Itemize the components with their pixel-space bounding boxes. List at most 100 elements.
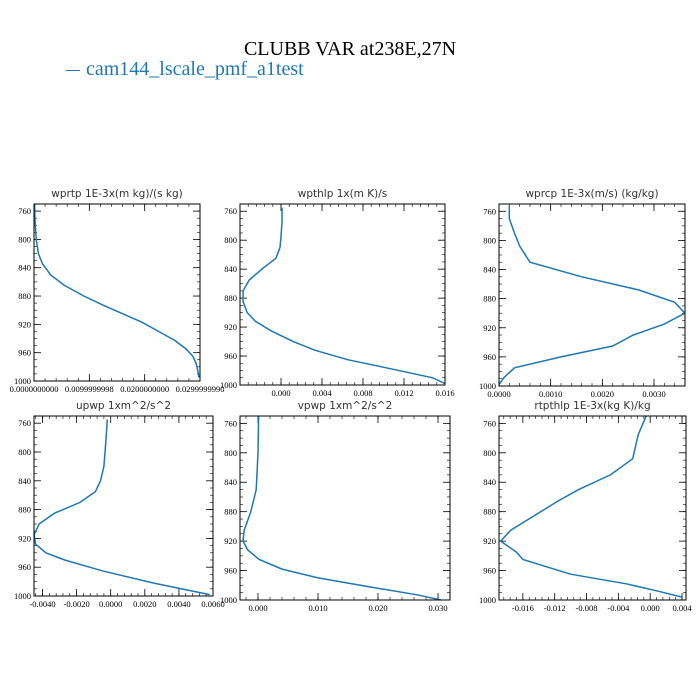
- x-tick-label: 0.0020: [133, 599, 156, 609]
- y-tick-label: 920: [18, 319, 31, 329]
- x-tick-label: 0.0200000000: [120, 384, 169, 394]
- plot-frame: [239, 203, 446, 386]
- y-tick-label: 960: [18, 348, 31, 358]
- y-tick-label: 1000: [220, 595, 237, 605]
- y-tick-label: 840: [483, 265, 496, 275]
- x-tick-label: 0.0000: [487, 389, 510, 399]
- plot-frame: [239, 415, 451, 601]
- y-tick-label: 760: [483, 206, 496, 216]
- y-tick-label: 880: [18, 505, 31, 515]
- y-tick-label: 1000: [14, 591, 31, 601]
- x-tick-label: 0.0099999998: [65, 384, 114, 394]
- x-tick-label: 0.010: [308, 603, 327, 613]
- y-tick-label: 960: [224, 351, 237, 361]
- y-tick-label: 920: [224, 536, 237, 546]
- series-line: [34, 204, 200, 378]
- x-tick-label: 0.0000000000: [10, 384, 59, 394]
- subplot-title: vpwp 1xm^2/s^2: [298, 400, 393, 412]
- y-tick-label: 840: [224, 477, 237, 487]
- plot-frame: [498, 415, 687, 601]
- x-tick-label: 0.0030: [642, 389, 665, 399]
- y-tick-label: 920: [483, 323, 496, 333]
- subplot-title: wprcp 1E-3x(m/s) (kg/kg): [525, 188, 658, 200]
- y-tick-label: 800: [483, 448, 496, 458]
- y-tick-label: 920: [483, 536, 496, 546]
- subplot-5: vpwp 1xm^2/s^2 760 800 840 880 920 960 1000 0.00…: [220, 400, 451, 613]
- series-line: [499, 416, 683, 598]
- x-tick-label: 0.0299999990: [176, 384, 225, 394]
- subplot-title: wprtp 1E-3x(m kg)/(s kg): [51, 188, 182, 200]
- y-tick-label: 960: [18, 562, 31, 572]
- figure-title: CLUBB VAR at238E,27N: [243, 38, 457, 60]
- y-tick-label: 880: [483, 507, 496, 517]
- x-tick-label: 0.0010: [539, 389, 562, 399]
- series-line: [242, 416, 442, 600]
- y-tick-label: 880: [18, 291, 31, 301]
- y-tick-label: 920: [18, 533, 31, 543]
- plot-frame: [498, 203, 686, 387]
- x-tick-label: 0.0020: [591, 389, 614, 399]
- x-tick-label: 0.004: [312, 388, 332, 398]
- y-tick-label: 760: [483, 418, 496, 428]
- y-tick-label: 760: [224, 418, 237, 428]
- y-tick-label: 800: [18, 447, 31, 457]
- y-tick-label: 800: [224, 448, 237, 458]
- y-tick-label: 880: [483, 294, 496, 304]
- x-tick-label: 0.020: [368, 603, 387, 613]
- x-tick-label: 0.004: [672, 603, 692, 613]
- x-tick-label: -0.016: [512, 603, 534, 613]
- x-tick-label: 0.012: [394, 388, 413, 398]
- x-tick-label: 0.016: [435, 388, 454, 398]
- y-tick-label: 1000: [14, 376, 31, 386]
- y-tick-label: 840: [483, 477, 496, 487]
- x-tick-label: 0.0060: [201, 599, 224, 609]
- legend-label: cam144_lscale_pmf_a1test: [86, 58, 304, 80]
- x-tick-label: 0.000: [248, 603, 267, 613]
- plot-frame: [33, 203, 201, 382]
- plot-frame: [33, 415, 214, 597]
- x-tick-label: -0.004: [607, 603, 630, 613]
- y-tick-label: 960: [483, 352, 496, 362]
- y-tick-label: 880: [224, 293, 237, 303]
- series-line: [242, 207, 445, 385]
- subplot-3: wprcp 1E-3x(m/s) (kg/kg) 760 800 840 880 920 9…: [479, 188, 686, 399]
- legend-line-icon: [66, 69, 80, 71]
- subplot-2: wpthlp 1x(m K)/s 760 800 840 880 920 960 1000 0.…: [220, 188, 455, 398]
- subplot-4: upwp 1xm^2/s^27608008408809209601000-0.0…: [14, 400, 225, 609]
- x-tick-label: 0.000: [641, 603, 660, 613]
- x-tick-label: 0.0040: [167, 599, 190, 609]
- x-tick-label: 0.008: [353, 388, 372, 398]
- subplot-6: rtpthlp 1E-3x(kg K)/kg 760 800 840 880 920 960…: [479, 400, 692, 613]
- y-tick-label: 760: [18, 206, 31, 216]
- series-line: [499, 205, 685, 385]
- subplot-title: rtpthlp 1E-3x(kg K)/kg: [534, 400, 650, 412]
- x-tick-label: -0.012: [544, 603, 566, 613]
- x-tick-label: 0.030: [428, 603, 447, 613]
- legend: cam144_lscale_pmf_a1test: [66, 58, 304, 81]
- y-tick-label: 960: [483, 566, 496, 576]
- y-tick-label: 920: [224, 322, 237, 332]
- y-tick-label: 800: [18, 234, 31, 244]
- y-tick-label: 800: [483, 235, 496, 245]
- subplot-title: upwp 1xm^2/s^2: [76, 400, 171, 412]
- x-tick-label: -0.008: [576, 603, 598, 613]
- y-tick-label: 960: [224, 566, 237, 576]
- y-tick-label: 840: [18, 263, 31, 273]
- series-line: [34, 419, 210, 596]
- x-tick-label: 0.000: [271, 388, 290, 398]
- x-tick-label: 0.0000: [99, 599, 122, 609]
- subplot-title: wpthlp 1x(m K)/s: [298, 188, 388, 200]
- y-tick-label: 1000: [220, 380, 237, 390]
- y-tick-label: 760: [18, 418, 31, 428]
- subplot-1: wprtp 1E-3x(m kg)/(s kg) 760 800 840 880 920 9…: [10, 188, 225, 394]
- y-tick-label: 1000: [479, 595, 496, 605]
- y-tick-label: 800: [224, 235, 237, 245]
- y-tick-label: 760: [224, 206, 237, 216]
- x-tick-label: -0.0040: [29, 599, 55, 609]
- y-tick-label: 880: [224, 507, 237, 517]
- y-tick-label: 1000: [479, 381, 496, 391]
- x-tick-label: -0.0020: [64, 599, 90, 609]
- y-tick-label: 840: [224, 264, 237, 274]
- y-tick-label: 840: [18, 476, 31, 486]
